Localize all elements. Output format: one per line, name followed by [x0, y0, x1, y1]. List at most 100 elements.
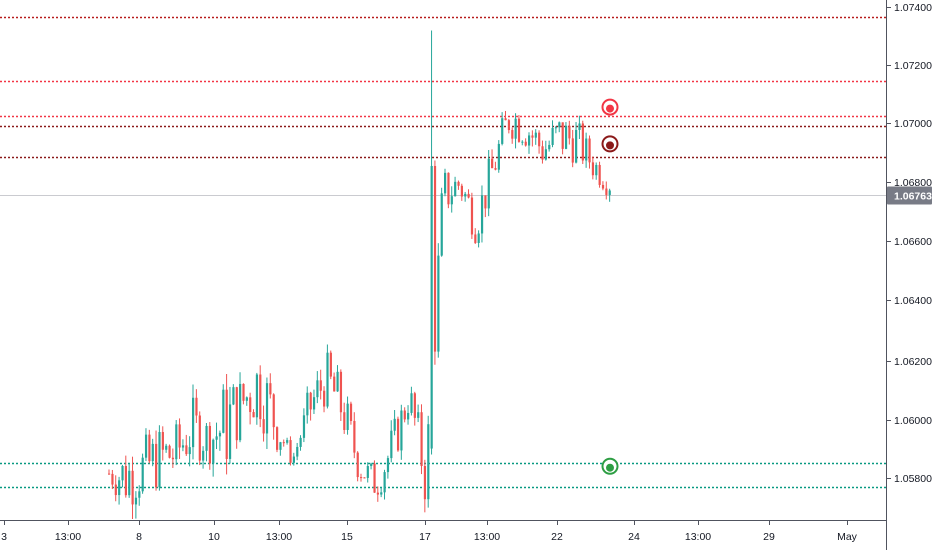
candle-body: [239, 383, 242, 441]
candle-body: [111, 473, 114, 485]
candles-layer: [108, 30, 611, 520]
candle-body: [544, 149, 547, 160]
candle-body: [444, 172, 447, 194]
y-tick-label: 1.05800: [894, 473, 932, 485]
candle-body: [541, 146, 544, 160]
candle-body: [571, 138, 574, 163]
candle-body: [564, 125, 568, 149]
y-tick-label: 1.06400: [894, 295, 932, 307]
candle-body: [282, 442, 285, 444]
candle-body: [158, 432, 161, 488]
current-price-text: 1.06763: [894, 191, 932, 203]
candle-body: [501, 118, 504, 144]
candle-body: [507, 120, 511, 131]
candle-body: [534, 132, 537, 138]
candle-body: [464, 193, 467, 197]
candle-body: [390, 430, 393, 459]
candle-body: [517, 118, 521, 142]
candle-body: [188, 447, 191, 455]
x-tick-label: May: [837, 531, 858, 543]
candle-body: [353, 420, 356, 453]
candle-body: [178, 424, 181, 448]
levels-layer: [0, 16, 886, 489]
candle-body: [393, 418, 396, 431]
candle-body: [538, 132, 541, 147]
candle-body: [312, 397, 316, 410]
candle-body: [568, 125, 571, 139]
candle-body: [195, 397, 198, 416]
x-tick-label: 15: [341, 531, 353, 543]
candle-body: [215, 436, 218, 440]
candle-body: [575, 129, 578, 163]
candle-body: [494, 168, 497, 170]
y-tick-label: 1.06800: [894, 177, 932, 189]
candle-body: [598, 164, 601, 185]
candle-body: [605, 188, 608, 195]
x-axis[interactable]: 3 13:00 8 10 13:00 15 17 13:00 22 24 13:00 29 May: [0, 520, 886, 543]
candle-body: [548, 144, 551, 150]
candle-body: [380, 492, 383, 495]
candle-body: [356, 452, 359, 478]
candle-body: [114, 484, 117, 496]
candle-body: [168, 445, 171, 458]
candle-body: [440, 193, 443, 256]
candle-body: [531, 135, 534, 138]
target-marker-dot-1: [606, 141, 614, 150]
current-price-badge: [887, 186, 932, 205]
candle-body: [259, 374, 262, 420]
candle-body: [423, 466, 427, 500]
candle-body: [228, 404, 232, 459]
candle-body: [121, 465, 124, 481]
candle-body: [588, 138, 591, 163]
candle-body: [181, 445, 185, 448]
candle-body: [202, 450, 205, 461]
candle-body: [470, 197, 474, 235]
y-axis[interactable]: 1.07400 1.07200 1.07000 1.06800 1.06600 1.064…: [886, 0, 932, 550]
candle-body: [524, 141, 527, 146]
plot-area[interactable]: [0, 0, 886, 520]
candle-body: [561, 122, 564, 149]
candle-body: [454, 181, 457, 197]
candle-body: [417, 412, 420, 418]
candle-body: [447, 172, 450, 205]
candle-body: [333, 376, 336, 392]
candle-body: [511, 130, 514, 139]
candle-body: [235, 387, 238, 441]
candle-body: [360, 477, 363, 479]
candle-body: [171, 457, 175, 460]
candle-body: [480, 195, 484, 234]
candle-body: [131, 470, 134, 505]
candle-body: [118, 480, 121, 496]
candle-body: [329, 352, 332, 377]
candle-body: [370, 463, 373, 467]
candle-body: [349, 403, 353, 421]
candle-body: [460, 185, 463, 197]
candle-body: [558, 122, 561, 128]
candle-body: [491, 158, 494, 169]
candle-body: [430, 165, 433, 449]
candle-body: [269, 383, 272, 395]
candle-body: [497, 143, 500, 170]
candle-body: [192, 397, 195, 448]
candle-body: [578, 123, 581, 130]
candle-body: [591, 162, 595, 176]
candle-body: [299, 437, 302, 447]
y-tick-label: 1.06600: [894, 236, 932, 248]
candle-body: [222, 389, 225, 433]
markers-layer: [601, 98, 619, 475]
candle-body: [373, 463, 376, 493]
x-tick-label: 13:00: [685, 531, 711, 543]
candle-body: [336, 371, 339, 392]
candle-body: [279, 442, 282, 450]
candle-body: [420, 412, 423, 467]
candle-body: [306, 392, 309, 416]
candle-body: [292, 456, 295, 463]
candle-body: [198, 415, 201, 461]
candle-body: [225, 389, 228, 459]
candle-body: [165, 445, 168, 450]
candle-body: [272, 394, 275, 428]
x-tick-label: 13:00: [266, 531, 292, 543]
candle-body: [608, 190, 611, 195]
